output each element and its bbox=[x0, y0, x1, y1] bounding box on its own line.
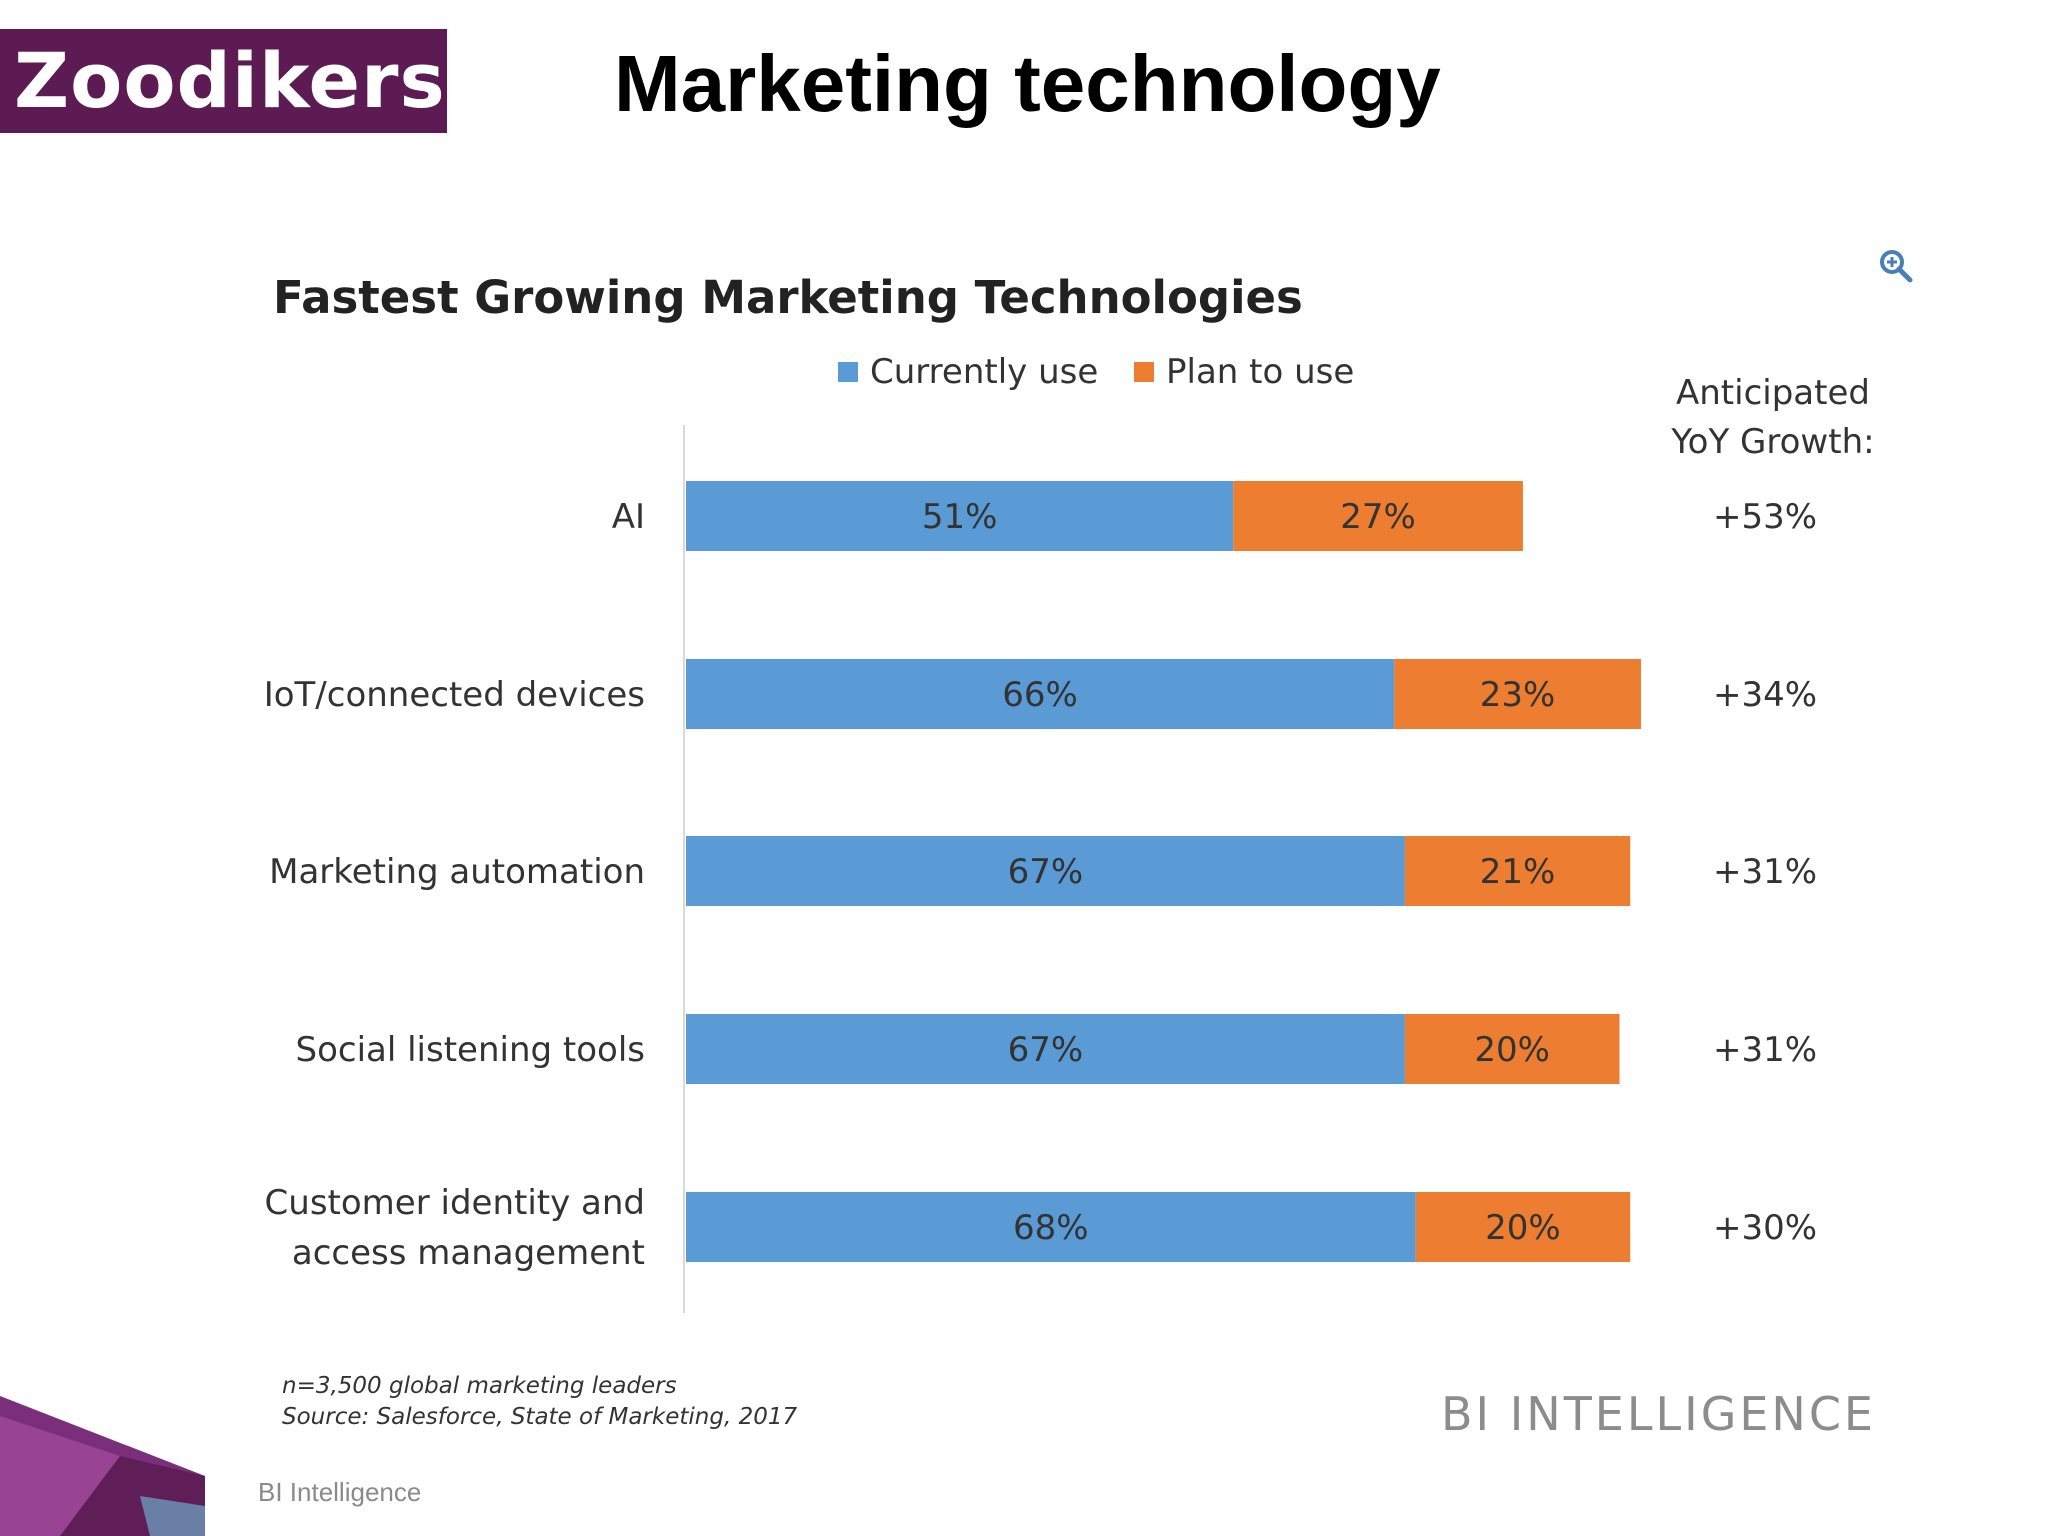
bar-value-label: 67% bbox=[1008, 1030, 1084, 1070]
bar-plan-to-use bbox=[1415, 1192, 1631, 1262]
bar-value-label: 68% bbox=[1013, 1208, 1089, 1248]
legend-swatch-currently-use bbox=[838, 362, 858, 382]
zoom-in-icon[interactable] bbox=[1876, 246, 1916, 286]
footnote-sample: n=3,500 global marketing leaders bbox=[282, 1373, 677, 1399]
bar-currently-use bbox=[686, 659, 1395, 729]
bar-value-label: 20% bbox=[1485, 1208, 1561, 1248]
bi-intelligence-brand: BI INTELLIGENCE bbox=[1441, 1387, 1876, 1441]
footnote-source: Source: Salesforce, State of Marketing, … bbox=[282, 1404, 797, 1430]
growth-header-line-1: Anticipated bbox=[1676, 373, 1870, 413]
brand-logo: Zoodikers bbox=[0, 29, 447, 133]
slide-title: Marketing technology bbox=[614, 39, 1441, 128]
bar-plan-to-use bbox=[1404, 836, 1631, 906]
bars-group: AI 51% 27% +53% IoT/connected devices 66% 23% +… bbox=[264, 481, 1817, 1273]
bar-value-label: 23% bbox=[1480, 675, 1556, 715]
bar-value-label: 66% bbox=[1002, 675, 1078, 715]
category-label: access management bbox=[292, 1233, 645, 1273]
bar-value-label: 21% bbox=[1480, 852, 1556, 892]
legend-label-currently-use: Currently use bbox=[870, 352, 1098, 392]
legend-swatch-plan-to-use bbox=[1134, 362, 1154, 382]
growth-value: +31% bbox=[1713, 1030, 1817, 1070]
category-label: Social listening tools bbox=[296, 1030, 646, 1070]
bar-plan-to-use bbox=[1394, 659, 1641, 729]
growth-value: +31% bbox=[1713, 852, 1817, 892]
growth-value: +30% bbox=[1713, 1208, 1817, 1248]
category-label: Marketing automation bbox=[269, 852, 645, 892]
bar-value-label: 51% bbox=[922, 497, 998, 537]
chart-title: Fastest Growing Marketing Technologies bbox=[273, 271, 1303, 324]
bar-value-label: 20% bbox=[1474, 1030, 1550, 1070]
legend-label-plan-to-use: Plan to use bbox=[1166, 352, 1354, 392]
growth-header-line-2: YoY Growth: bbox=[1670, 422, 1874, 462]
bar-value-label: 27% bbox=[1340, 497, 1416, 537]
growth-value: +53% bbox=[1713, 497, 1817, 537]
growth-value: +34% bbox=[1713, 675, 1817, 715]
footer-source-text: BI Intelligence bbox=[258, 1477, 422, 1507]
bar-plan-to-use bbox=[1404, 1014, 1620, 1084]
bar-currently-use bbox=[686, 481, 1234, 551]
growth-header: Anticipated YoY Growth: bbox=[1670, 373, 1874, 462]
decorative-corner-graphic bbox=[0, 1396, 205, 1536]
legend: Currently use Plan to use bbox=[838, 352, 1354, 392]
category-label: AI bbox=[612, 497, 645, 537]
bar-currently-use bbox=[686, 836, 1405, 906]
footnote: n=3,500 global marketing leaders Source:… bbox=[282, 1373, 797, 1430]
bar-value-label: 67% bbox=[1008, 852, 1084, 892]
category-label: IoT/connected devices bbox=[264, 675, 645, 715]
bar-currently-use bbox=[686, 1014, 1405, 1084]
bar-plan-to-use bbox=[1233, 481, 1523, 551]
bar-currently-use bbox=[686, 1192, 1416, 1262]
category-label: Customer identity and bbox=[265, 1183, 645, 1223]
